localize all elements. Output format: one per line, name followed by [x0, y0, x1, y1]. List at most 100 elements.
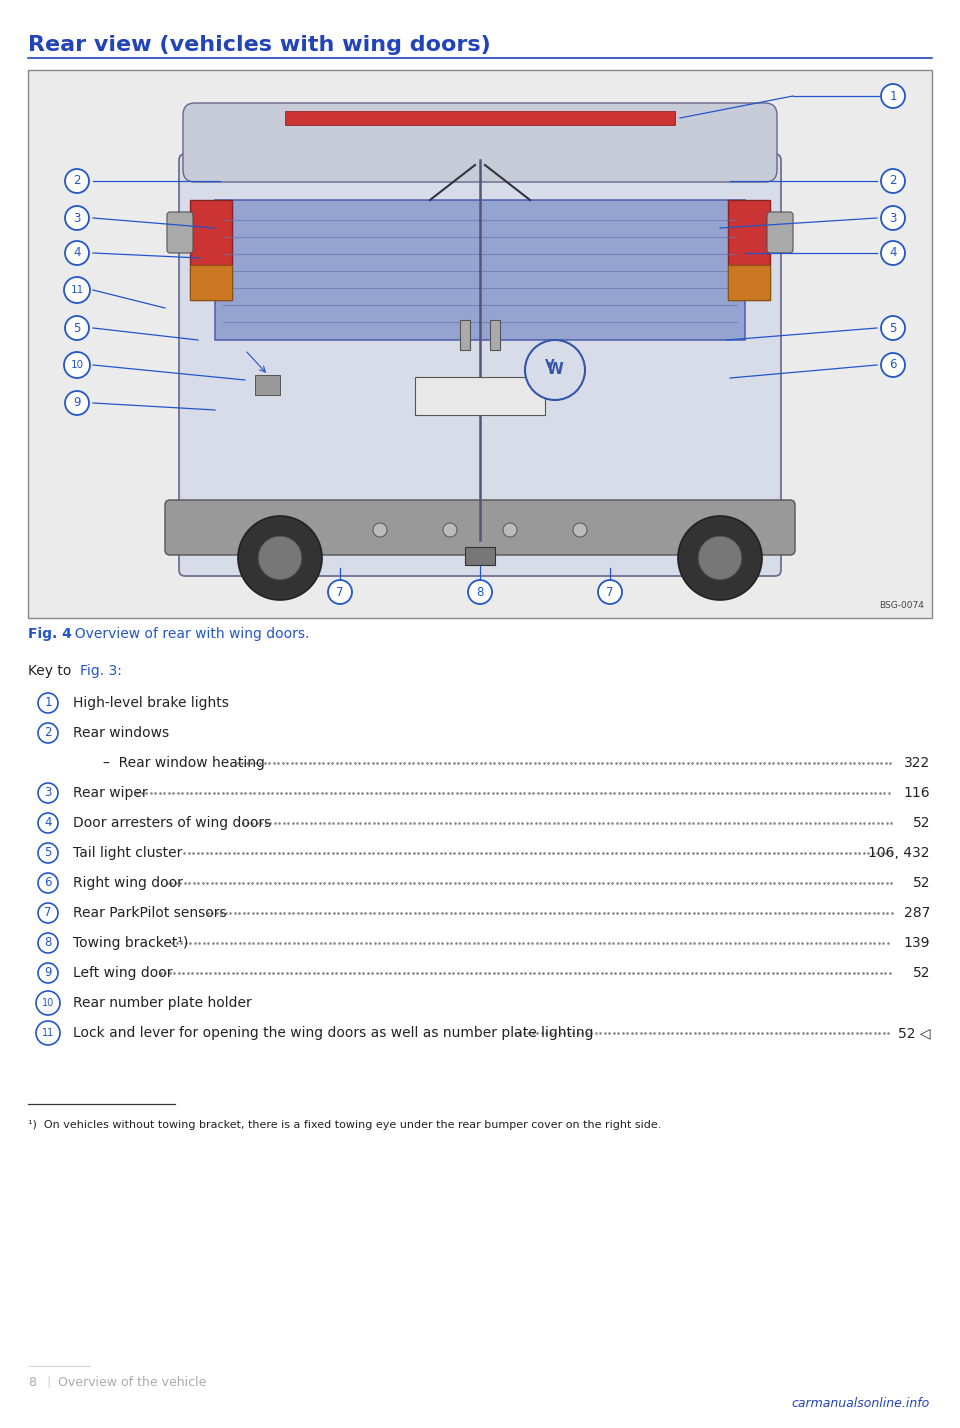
Circle shape — [65, 241, 89, 266]
Bar — [190, 266, 232, 300]
Circle shape — [65, 316, 89, 340]
Text: Right wing door: Right wing door — [73, 875, 182, 890]
Text: 8: 8 — [44, 937, 52, 950]
Text: 4: 4 — [889, 247, 897, 260]
Text: 322: 322 — [903, 755, 930, 770]
Text: 6: 6 — [889, 358, 897, 371]
Text: Fig. 3:: Fig. 3: — [80, 664, 122, 678]
Text: 2: 2 — [73, 174, 81, 187]
Circle shape — [503, 523, 517, 537]
Circle shape — [881, 316, 905, 340]
Text: carmanualsonline.info: carmanualsonline.info — [792, 1397, 930, 1409]
Text: W: W — [546, 363, 564, 377]
Text: 9: 9 — [44, 967, 52, 980]
Text: High-level brake lights: High-level brake lights — [73, 695, 228, 710]
FancyBboxPatch shape — [183, 103, 777, 181]
Text: 5: 5 — [889, 321, 897, 334]
Text: Rear wiper: Rear wiper — [73, 785, 148, 800]
FancyBboxPatch shape — [179, 154, 781, 575]
Text: 139: 139 — [903, 935, 930, 950]
Text: ¹)  On vehicles without towing bracket, there is a fixed towing eye under the re: ¹) On vehicles without towing bracket, t… — [28, 1120, 661, 1130]
Text: Rear windows: Rear windows — [73, 725, 169, 740]
Circle shape — [328, 580, 352, 604]
Text: 9: 9 — [73, 397, 81, 410]
Bar — [255, 376, 280, 396]
Circle shape — [38, 873, 58, 892]
Text: 287: 287 — [903, 905, 930, 920]
Text: 8: 8 — [476, 585, 484, 598]
Circle shape — [238, 516, 322, 600]
Circle shape — [881, 353, 905, 377]
Circle shape — [881, 169, 905, 193]
FancyBboxPatch shape — [167, 211, 193, 253]
Circle shape — [36, 1021, 60, 1045]
Text: Lock and lever for opening the wing doors as well as number plate lighting: Lock and lever for opening the wing door… — [73, 1025, 593, 1040]
Text: 8: 8 — [28, 1377, 36, 1389]
Text: 11: 11 — [42, 1028, 54, 1038]
Text: Towing bracket¹): Towing bracket¹) — [73, 935, 188, 950]
Circle shape — [258, 536, 302, 580]
Text: 3: 3 — [44, 787, 52, 800]
Bar — [190, 200, 232, 300]
Circle shape — [468, 580, 492, 604]
Text: –  Rear window heating: – Rear window heating — [103, 755, 265, 770]
Text: 106, 432: 106, 432 — [869, 845, 930, 860]
Circle shape — [65, 391, 89, 416]
Text: 2: 2 — [889, 174, 897, 187]
Circle shape — [64, 351, 90, 378]
Circle shape — [443, 523, 457, 537]
Text: 116: 116 — [903, 785, 930, 800]
Bar — [728, 266, 770, 300]
Bar — [215, 200, 745, 340]
Text: 7: 7 — [607, 585, 613, 598]
Text: 3: 3 — [889, 211, 897, 224]
Text: 52: 52 — [913, 965, 930, 980]
Text: 1: 1 — [44, 697, 52, 710]
Text: 52 ◁: 52 ◁ — [898, 1025, 930, 1040]
Circle shape — [65, 169, 89, 193]
Circle shape — [64, 277, 90, 303]
Circle shape — [38, 783, 58, 803]
Text: 52: 52 — [913, 815, 930, 830]
Text: 5: 5 — [73, 321, 81, 334]
Text: 2: 2 — [44, 727, 52, 740]
Text: Key to: Key to — [28, 664, 76, 678]
Circle shape — [678, 516, 762, 600]
Circle shape — [38, 932, 58, 952]
Text: 10: 10 — [42, 998, 54, 1008]
Bar — [285, 111, 675, 126]
FancyBboxPatch shape — [767, 211, 793, 253]
Text: 4: 4 — [44, 817, 52, 830]
Text: 7: 7 — [44, 907, 52, 920]
Text: 1: 1 — [889, 90, 897, 103]
Text: 3: 3 — [73, 211, 81, 224]
Circle shape — [36, 991, 60, 1015]
Text: Rear number plate holder: Rear number plate holder — [73, 995, 252, 1010]
Text: Left wing door: Left wing door — [73, 965, 173, 980]
Text: 5: 5 — [44, 847, 52, 860]
Text: Fig. 4: Fig. 4 — [28, 627, 72, 641]
Circle shape — [38, 843, 58, 863]
Text: 4: 4 — [73, 247, 81, 260]
Bar — [460, 320, 470, 350]
Circle shape — [598, 580, 622, 604]
Circle shape — [38, 962, 58, 982]
Text: Door arresters of wing doors: Door arresters of wing doors — [73, 815, 272, 830]
Circle shape — [881, 206, 905, 230]
Circle shape — [881, 241, 905, 266]
Bar — [415, 377, 545, 416]
Circle shape — [525, 340, 585, 400]
Text: Tail light cluster: Tail light cluster — [73, 845, 182, 860]
Text: Rear view (vehicles with wing doors): Rear view (vehicles with wing doors) — [28, 36, 491, 56]
Circle shape — [38, 723, 58, 743]
Bar — [728, 200, 770, 300]
Circle shape — [573, 523, 587, 537]
Text: Overview of rear with wing doors.: Overview of rear with wing doors. — [66, 627, 309, 641]
Circle shape — [38, 813, 58, 833]
Circle shape — [373, 523, 387, 537]
Text: 52: 52 — [913, 875, 930, 890]
Text: 11: 11 — [70, 286, 84, 296]
Circle shape — [38, 693, 58, 713]
Bar — [490, 320, 500, 350]
Text: |: | — [46, 1377, 50, 1389]
